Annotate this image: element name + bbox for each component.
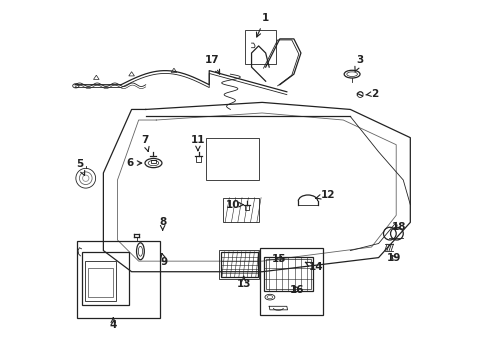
Text: 5: 5: [76, 159, 84, 175]
Text: 10: 10: [225, 200, 243, 210]
Text: 12: 12: [315, 190, 335, 200]
Bar: [220, 252, 257, 277]
Bar: [264, 257, 313, 291]
Text: 7: 7: [141, 135, 149, 152]
Bar: [244, 206, 249, 210]
Text: 2: 2: [365, 89, 378, 99]
Text: 18: 18: [391, 221, 406, 231]
Text: 8: 8: [159, 217, 166, 230]
Bar: [205, 138, 258, 180]
Text: 15: 15: [271, 255, 286, 264]
Bar: [87, 268, 113, 297]
Text: 14: 14: [305, 262, 323, 273]
Text: 17: 17: [204, 55, 219, 74]
Text: 13: 13: [236, 276, 250, 289]
Text: 9: 9: [160, 253, 167, 267]
Text: 6: 6: [126, 158, 142, 168]
Text: 19: 19: [386, 253, 401, 263]
Text: 3: 3: [354, 55, 363, 71]
Bar: [260, 248, 323, 315]
Text: 16: 16: [289, 285, 304, 295]
Bar: [244, 30, 276, 64]
Bar: [266, 259, 310, 289]
Bar: [81, 252, 129, 305]
Text: 4: 4: [109, 318, 117, 330]
Bar: [219, 250, 259, 279]
Bar: [196, 156, 201, 162]
Text: 11: 11: [190, 135, 205, 151]
Bar: [77, 242, 160, 318]
Bar: [150, 159, 156, 163]
Bar: [85, 261, 116, 301]
Text: 1: 1: [256, 13, 268, 37]
Bar: [223, 198, 258, 222]
